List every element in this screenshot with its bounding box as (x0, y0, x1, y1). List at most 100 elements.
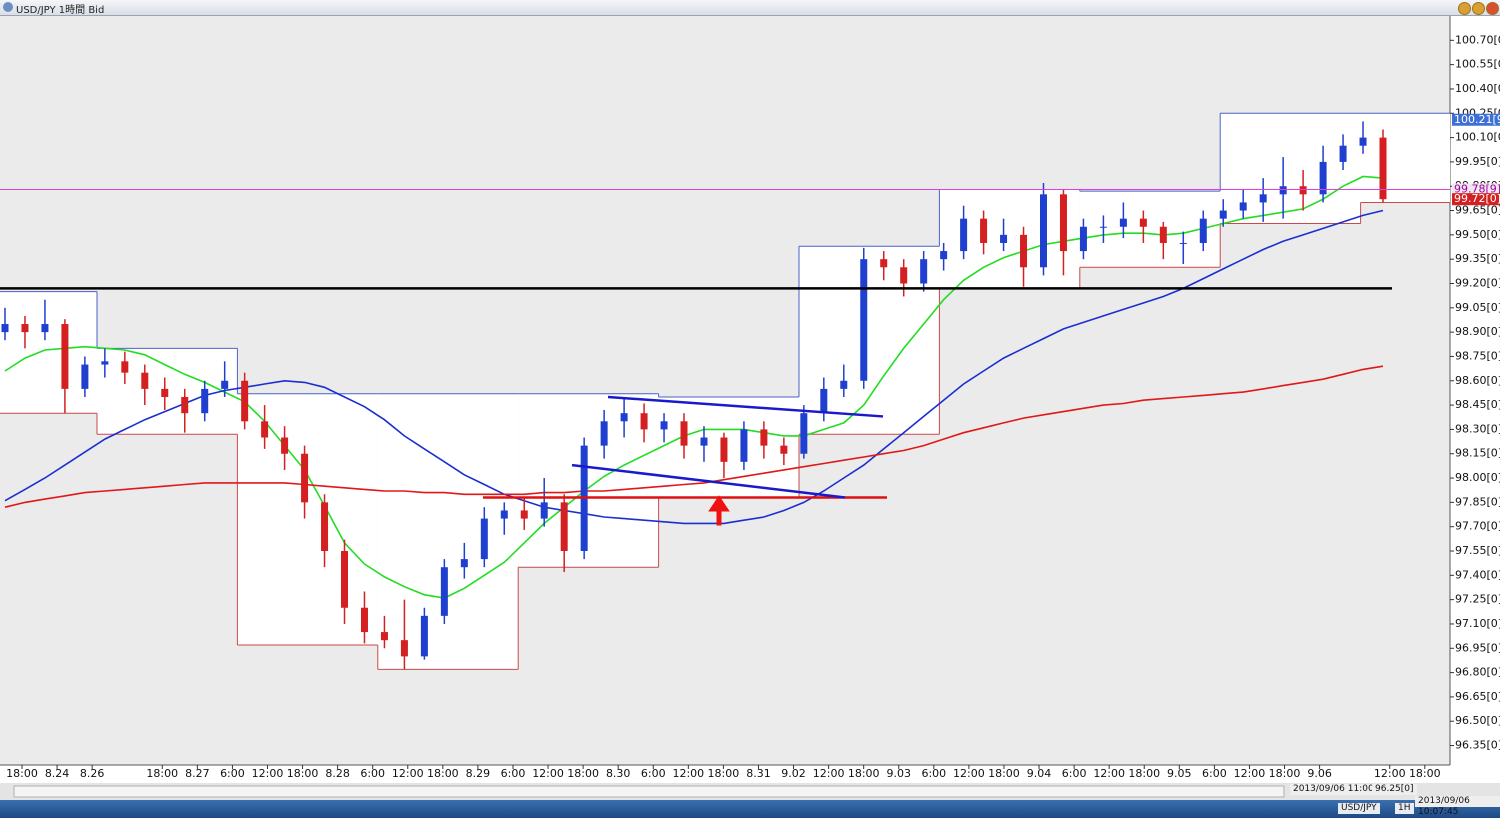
x-tick-label: 6:00 (220, 767, 245, 780)
candle-body (141, 372, 149, 389)
candle-body (341, 551, 349, 608)
candle-body (400, 640, 408, 657)
candle-body (660, 421, 668, 430)
status-clock: 2013/09/06 10:07:45 (1415, 796, 1500, 817)
y-tick-label: 97.55[0] (1455, 544, 1500, 557)
range-box (658, 396, 799, 498)
moving-average (4, 175, 1384, 599)
candle-body (301, 453, 309, 503)
trend-line (571, 463, 846, 499)
candle-body (41, 324, 49, 333)
candle-body (480, 518, 488, 560)
candle-body (980, 218, 988, 243)
y-tick-label: 98.60[0] (1455, 374, 1500, 387)
y-tick-label: 100.55[0] (1455, 58, 1500, 71)
x-tick-label: 18:00 (1128, 767, 1160, 780)
candle-body (420, 615, 428, 657)
candle-body (221, 380, 229, 389)
candle-body (1379, 137, 1387, 200)
candle-body (380, 632, 388, 641)
y-tick-label: 98.00[0] (1455, 471, 1500, 484)
candle-body (1359, 137, 1367, 146)
candle-body (700, 437, 708, 446)
y-tick-label: 96.65[0] (1455, 690, 1500, 703)
y-tick-label: 97.40[0] (1455, 568, 1500, 581)
y-tick-label: 98.75[0] (1455, 349, 1500, 362)
candle-body (61, 324, 69, 389)
x-tick-label: 18:00 (1269, 767, 1301, 780)
x-tick-label: 9.06 (1307, 767, 1332, 780)
x-tick-label: 8.31 (746, 767, 771, 780)
candle-body (1020, 234, 1028, 268)
candle-body (640, 413, 648, 430)
candle-body (121, 361, 129, 373)
moving-average (4, 365, 1384, 508)
x-tick-label: 12:00 (392, 767, 424, 780)
x-tick-label: 6:00 (1202, 767, 1227, 780)
candle-body (1179, 242, 1187, 244)
x-tick-label: 18:00 (1409, 767, 1441, 780)
y-tick-label: 96.80[0] (1455, 666, 1500, 679)
candle-body (1099, 226, 1107, 228)
candle-body (900, 267, 908, 284)
range-box (0, 291, 97, 414)
x-tick-label: 8.27 (185, 767, 210, 780)
candle-body (600, 421, 608, 446)
price-label: 99.72[0] (1454, 192, 1500, 205)
candle-body (1299, 186, 1307, 195)
candle-body (1239, 202, 1247, 211)
status-period[interactable]: 1H (1395, 803, 1414, 814)
candle-body (1000, 234, 1008, 243)
y-tick-label: 99.95[0] (1455, 155, 1500, 168)
candle-body (1279, 186, 1287, 195)
y-tick-label: 96.35[0] (1455, 739, 1500, 752)
x-tick-label: 18:00 (6, 767, 38, 780)
x-tick-label: 6:00 (921, 767, 946, 780)
candle-body (860, 259, 868, 381)
candle-body (1119, 218, 1127, 227)
close-button[interactable] (1486, 2, 1499, 15)
x-tick-label: 18:00 (427, 767, 459, 780)
x-tick-label: 8.29 (466, 767, 491, 780)
y-tick-label: 100.70[0] (1455, 33, 1500, 46)
y-tick-label: 98.30[0] (1455, 422, 1500, 435)
candle-body (520, 510, 528, 519)
status-symbol[interactable]: USD/JPY (1338, 803, 1380, 814)
x-tick-label: 8.28 (325, 767, 350, 780)
minimize-button[interactable] (1458, 2, 1471, 15)
x-tick-label: 12:00 (813, 767, 845, 780)
x-tick-label: 12:00 (252, 767, 284, 780)
y-tick-label: 100.10[0] (1455, 131, 1500, 144)
candle-body (1199, 218, 1207, 243)
candle-body (740, 429, 748, 462)
y-tick-label: 99.05[0] (1455, 301, 1500, 314)
window-icon (3, 2, 13, 12)
candle-body (940, 251, 948, 260)
candle-body (281, 437, 289, 454)
maximize-button[interactable] (1472, 2, 1485, 15)
candle-body (1339, 145, 1347, 162)
candle-body (101, 361, 109, 365)
y-tick-label: 99.20[0] (1455, 277, 1500, 290)
x-tick-label: 18:00 (146, 767, 178, 780)
candle-body (261, 421, 269, 438)
status-cursor: 2013/09/06 11:00:00 (1290, 784, 1392, 795)
range-box (518, 393, 659, 568)
y-tick-label: 97.25[0] (1455, 593, 1500, 606)
y-tick-label: 98.90[0] (1455, 325, 1500, 338)
price-label-box (1452, 193, 1500, 206)
candle-body (920, 259, 928, 284)
candle-body (780, 445, 788, 454)
candle-body (360, 607, 368, 633)
candle-body (321, 502, 329, 551)
candle-body (500, 510, 508, 519)
candle-body (1319, 161, 1327, 195)
candle-body (1219, 210, 1227, 219)
candle-body (1059, 194, 1067, 252)
x-tick-label: 8.26 (80, 767, 105, 780)
candle-body (440, 567, 448, 616)
y-tick-label: 96.50[0] (1455, 714, 1500, 727)
x-tick-label: 12:00 (532, 767, 564, 780)
candle-body (181, 396, 189, 414)
scroll-track[interactable] (13, 785, 1285, 798)
